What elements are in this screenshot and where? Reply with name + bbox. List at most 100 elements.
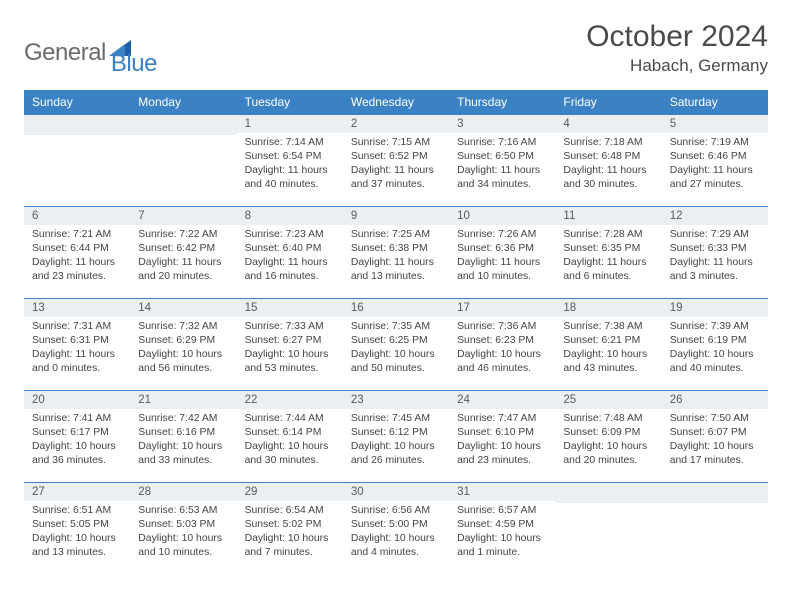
- sunrise-line: Sunrise: 7:21 AM: [32, 228, 122, 242]
- sunrise-line: Sunrise: 7:35 AM: [351, 320, 441, 334]
- day-details: Sunrise: 7:32 AMSunset: 6:29 PMDaylight:…: [130, 317, 236, 380]
- sunrise-line: Sunrise: 7:36 AM: [457, 320, 547, 334]
- day-details: Sunrise: 7:28 AMSunset: 6:35 PMDaylight:…: [555, 225, 661, 288]
- sunrise-line: Sunrise: 7:48 AM: [563, 412, 653, 426]
- sunrise-line: Sunrise: 7:47 AM: [457, 412, 547, 426]
- day-number: 13: [24, 299, 130, 317]
- sunrise-line: Sunrise: 7:14 AM: [245, 136, 335, 150]
- daylight-line: Daylight: 10 hours and 46 minutes.: [457, 348, 547, 376]
- logo: General Blue: [24, 28, 157, 78]
- sunset-line: Sunset: 6:33 PM: [670, 242, 760, 256]
- day-number: 15: [237, 299, 343, 317]
- day-number: 16: [343, 299, 449, 317]
- daylight-line: Daylight: 11 hours and 20 minutes.: [138, 256, 228, 284]
- calendar-day-cell: 17Sunrise: 7:36 AMSunset: 6:23 PMDayligh…: [449, 299, 555, 391]
- sunrise-line: Sunrise: 7:25 AM: [351, 228, 441, 242]
- day-number: 19: [662, 299, 768, 317]
- day-details: Sunrise: 7:26 AMSunset: 6:36 PMDaylight:…: [449, 225, 555, 288]
- day-details: Sunrise: 7:21 AMSunset: 6:44 PMDaylight:…: [24, 225, 130, 288]
- page-title: October 2024: [586, 20, 768, 54]
- day-details: Sunrise: 7:41 AMSunset: 6:17 PMDaylight:…: [24, 409, 130, 472]
- daylight-line: Daylight: 10 hours and 23 minutes.: [457, 440, 547, 468]
- sunset-line: Sunset: 5:02 PM: [245, 518, 335, 532]
- day-details: Sunrise: 7:36 AMSunset: 6:23 PMDaylight:…: [449, 317, 555, 380]
- day-details: Sunrise: 7:35 AMSunset: 6:25 PMDaylight:…: [343, 317, 449, 380]
- day-number: 2: [343, 115, 449, 133]
- sunrise-line: Sunrise: 6:51 AM: [32, 504, 122, 518]
- day-number: 18: [555, 299, 661, 317]
- sunset-line: Sunset: 6:48 PM: [563, 150, 653, 164]
- day-details: Sunrise: 6:54 AMSunset: 5:02 PMDaylight:…: [237, 501, 343, 564]
- daylight-line: Daylight: 10 hours and 53 minutes.: [245, 348, 335, 376]
- calendar-empty-cell: [24, 115, 130, 207]
- calendar-day-cell: 27Sunrise: 6:51 AMSunset: 5:05 PMDayligh…: [24, 483, 130, 575]
- day-number: 9: [343, 207, 449, 225]
- sunset-line: Sunset: 5:05 PM: [32, 518, 122, 532]
- daylight-line: Daylight: 11 hours and 34 minutes.: [457, 164, 547, 192]
- calendar-day-cell: 15Sunrise: 7:33 AMSunset: 6:27 PMDayligh…: [237, 299, 343, 391]
- daylight-line: Daylight: 11 hours and 6 minutes.: [563, 256, 653, 284]
- calendar-day-cell: 18Sunrise: 7:38 AMSunset: 6:21 PMDayligh…: [555, 299, 661, 391]
- calendar-day-cell: 26Sunrise: 7:50 AMSunset: 6:07 PMDayligh…: [662, 391, 768, 483]
- day-details: Sunrise: 7:31 AMSunset: 6:31 PMDaylight:…: [24, 317, 130, 380]
- day-number: [662, 483, 768, 503]
- day-number: 24: [449, 391, 555, 409]
- daylight-line: Daylight: 11 hours and 3 minutes.: [670, 256, 760, 284]
- weekday-header: Saturday: [662, 90, 768, 115]
- day-details: Sunrise: 7:25 AMSunset: 6:38 PMDaylight:…: [343, 225, 449, 288]
- sunrise-line: Sunrise: 7:22 AM: [138, 228, 228, 242]
- day-number: 5: [662, 115, 768, 133]
- sunset-line: Sunset: 6:25 PM: [351, 334, 441, 348]
- calendar-head: SundayMondayTuesdayWednesdayThursdayFrid…: [24, 90, 768, 115]
- sunrise-line: Sunrise: 7:38 AM: [563, 320, 653, 334]
- daylight-line: Daylight: 11 hours and 27 minutes.: [670, 164, 760, 192]
- calendar-week-row: 13Sunrise: 7:31 AMSunset: 6:31 PMDayligh…: [24, 299, 768, 391]
- calendar-day-cell: 1Sunrise: 7:14 AMSunset: 6:54 PMDaylight…: [237, 115, 343, 207]
- sunrise-line: Sunrise: 7:50 AM: [670, 412, 760, 426]
- daylight-line: Daylight: 11 hours and 30 minutes.: [563, 164, 653, 192]
- sunrise-line: Sunrise: 7:29 AM: [670, 228, 760, 242]
- daylight-line: Daylight: 10 hours and 33 minutes.: [138, 440, 228, 468]
- sunrise-line: Sunrise: 7:18 AM: [563, 136, 653, 150]
- sunrise-line: Sunrise: 7:16 AM: [457, 136, 547, 150]
- day-details: Sunrise: 6:53 AMSunset: 5:03 PMDaylight:…: [130, 501, 236, 564]
- sunset-line: Sunset: 6:21 PM: [563, 334, 653, 348]
- daylight-line: Daylight: 11 hours and 16 minutes.: [245, 256, 335, 284]
- daylight-line: Daylight: 10 hours and 20 minutes.: [563, 440, 653, 468]
- day-number: 28: [130, 483, 236, 501]
- daylight-line: Daylight: 10 hours and 36 minutes.: [32, 440, 122, 468]
- calendar-day-cell: 20Sunrise: 7:41 AMSunset: 6:17 PMDayligh…: [24, 391, 130, 483]
- title-block: October 2024 Habach, Germany: [586, 20, 768, 76]
- day-details: Sunrise: 7:33 AMSunset: 6:27 PMDaylight:…: [237, 317, 343, 380]
- daylight-line: Daylight: 10 hours and 40 minutes.: [670, 348, 760, 376]
- day-number: 11: [555, 207, 661, 225]
- day-number: 3: [449, 115, 555, 133]
- sunrise-line: Sunrise: 7:45 AM: [351, 412, 441, 426]
- sunset-line: Sunset: 6:54 PM: [245, 150, 335, 164]
- day-details: Sunrise: 7:15 AMSunset: 6:52 PMDaylight:…: [343, 133, 449, 196]
- sunrise-line: Sunrise: 6:56 AM: [351, 504, 441, 518]
- day-number: 17: [449, 299, 555, 317]
- sunrise-line: Sunrise: 7:19 AM: [670, 136, 760, 150]
- day-details: Sunrise: 7:19 AMSunset: 6:46 PMDaylight:…: [662, 133, 768, 196]
- daylight-line: Daylight: 10 hours and 17 minutes.: [670, 440, 760, 468]
- sunset-line: Sunset: 4:59 PM: [457, 518, 547, 532]
- day-number: [24, 115, 130, 135]
- day-details: Sunrise: 7:44 AMSunset: 6:14 PMDaylight:…: [237, 409, 343, 472]
- day-number: 23: [343, 391, 449, 409]
- daylight-line: Daylight: 11 hours and 40 minutes.: [245, 164, 335, 192]
- calendar-day-cell: 14Sunrise: 7:32 AMSunset: 6:29 PMDayligh…: [130, 299, 236, 391]
- day-number: 8: [237, 207, 343, 225]
- calendar-day-cell: 12Sunrise: 7:29 AMSunset: 6:33 PMDayligh…: [662, 207, 768, 299]
- daylight-line: Daylight: 10 hours and 1 minute.: [457, 532, 547, 560]
- calendar-day-cell: 6Sunrise: 7:21 AMSunset: 6:44 PMDaylight…: [24, 207, 130, 299]
- weekday-header: Monday: [130, 90, 236, 115]
- sunrise-line: Sunrise: 7:31 AM: [32, 320, 122, 334]
- daylight-line: Daylight: 11 hours and 0 minutes.: [32, 348, 122, 376]
- daylight-line: Daylight: 11 hours and 10 minutes.: [457, 256, 547, 284]
- day-details: Sunrise: 7:16 AMSunset: 6:50 PMDaylight:…: [449, 133, 555, 196]
- sunrise-line: Sunrise: 7:15 AM: [351, 136, 441, 150]
- daylight-line: Daylight: 11 hours and 23 minutes.: [32, 256, 122, 284]
- day-number: [555, 483, 661, 503]
- day-details: Sunrise: 7:29 AMSunset: 6:33 PMDaylight:…: [662, 225, 768, 288]
